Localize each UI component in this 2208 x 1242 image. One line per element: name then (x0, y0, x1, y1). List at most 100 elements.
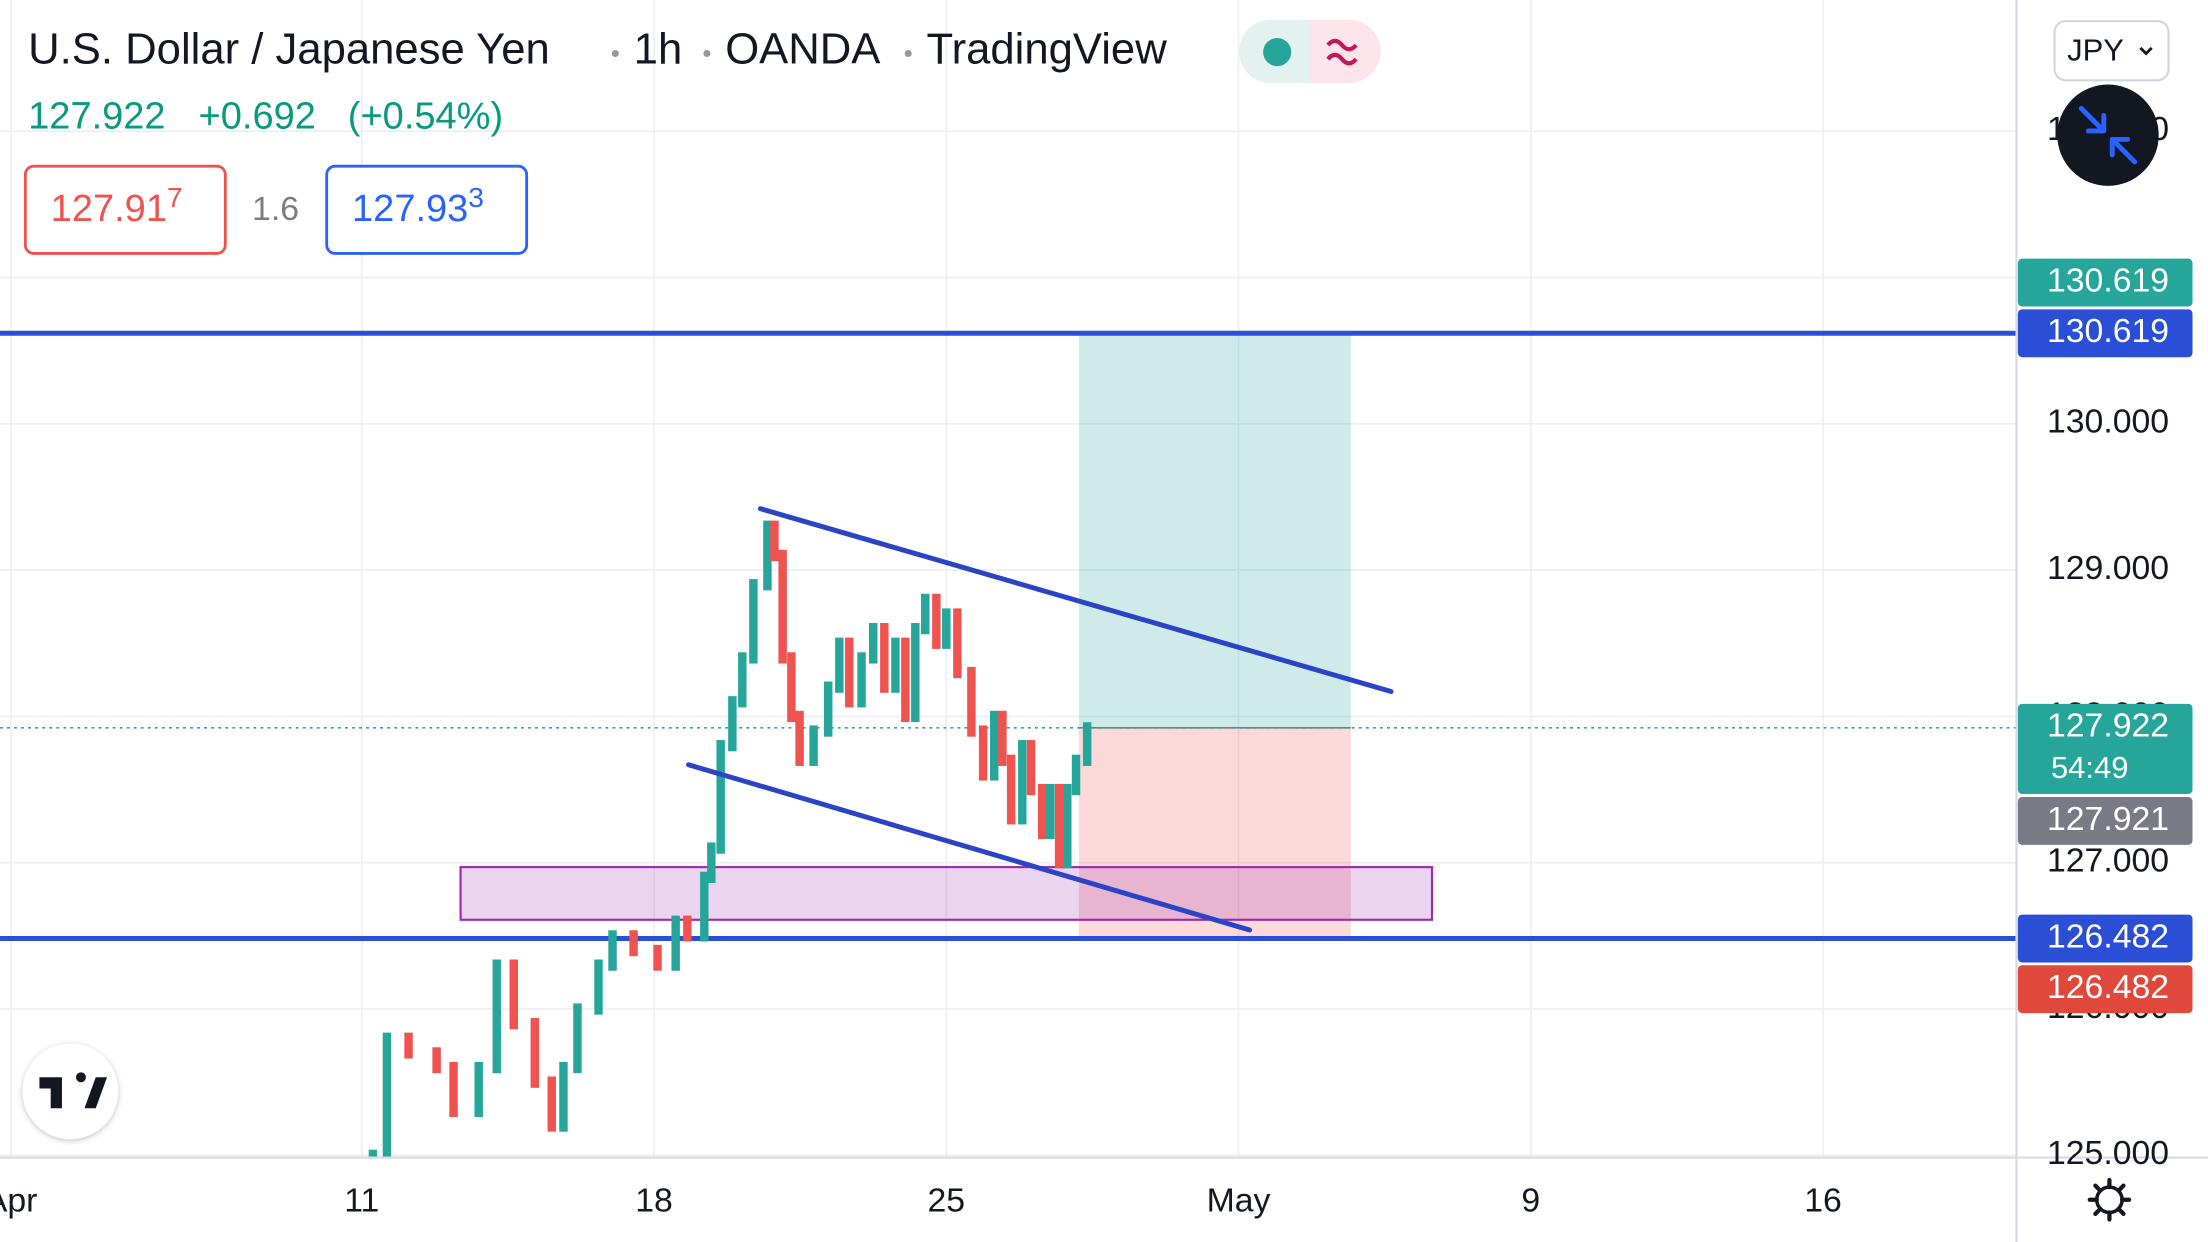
sell-box (23, 164, 227, 255)
x-tick-label: 25 (927, 1181, 965, 1219)
candles (368, 506, 1394, 1158)
candle (1006, 754, 1016, 825)
price-tag (2017, 258, 2193, 307)
candle (707, 842, 716, 883)
candle (404, 1032, 413, 1059)
candle (1063, 783, 1072, 869)
candle (738, 652, 747, 708)
price-tag-label: 130.619 (2047, 261, 2169, 299)
candle (653, 944, 662, 971)
ask-pip: 3 (468, 182, 484, 213)
trend-line (757, 506, 1394, 695)
candle (509, 959, 518, 1030)
x-tick-label: May (1207, 1181, 1271, 1219)
candle (921, 593, 930, 635)
candle (891, 637, 900, 693)
candle (778, 549, 787, 664)
candle (368, 1149, 378, 1158)
bid: 127.91 (51, 188, 167, 230)
candle (932, 593, 941, 649)
logo-mark (39, 1072, 108, 1109)
y-tick-label: 130.000 (2047, 403, 2169, 441)
candle (763, 520, 772, 591)
candle (1026, 740, 1036, 796)
x-tick-label: 16 (1804, 1181, 1842, 1219)
collapse-button[interactable] (2057, 84, 2159, 186)
candle (530, 1018, 540, 1088)
candle (573, 1003, 582, 1074)
delayed-icon (1326, 38, 1358, 66)
broker: OANDA (725, 25, 881, 74)
status-pill[interactable] (1239, 19, 1381, 84)
candle (700, 871, 709, 942)
candle (432, 1047, 441, 1074)
candle (608, 930, 617, 971)
price-tag (2017, 914, 2193, 963)
currency-box (2053, 20, 2170, 82)
x-tick-label: Apr (0, 1181, 37, 1219)
candle (967, 666, 976, 737)
y-tick-label: 125.000 (2047, 1134, 2169, 1172)
tradingview-logo[interactable] (22, 1043, 119, 1140)
x-tick-label: 9 (1521, 1181, 1540, 1219)
price-tag-label: 126.482 (2047, 968, 2169, 1006)
candle (749, 579, 758, 664)
candle (683, 915, 692, 942)
y-tick-label: 129.000 (2047, 549, 2169, 587)
candle (989, 710, 999, 781)
status-pill-right (1309, 19, 1381, 84)
candle (880, 623, 889, 693)
candle (998, 710, 1007, 766)
candle (382, 1032, 392, 1158)
countdown: 54:49 (2051, 750, 2129, 785)
separator (904, 49, 912, 58)
candle (629, 930, 638, 957)
separator (703, 49, 711, 58)
candle (1054, 783, 1064, 869)
market-open-dot (1263, 38, 1292, 67)
price-tag (2017, 309, 2193, 358)
candle (1082, 722, 1092, 766)
x-tick-label: 18 (635, 1181, 673, 1219)
buy-button[interactable]: 127.933 (325, 164, 529, 255)
ask-price: 127.933 (352, 182, 484, 230)
change: +0.692 (199, 95, 316, 137)
candle (559, 1061, 568, 1132)
candle (1046, 783, 1055, 840)
currency-label: JPY (2067, 32, 2124, 67)
candle (594, 959, 603, 1015)
candle (869, 623, 878, 664)
candle (942, 608, 951, 649)
candle (795, 710, 804, 766)
candle (492, 959, 502, 1074)
candle (911, 623, 920, 723)
sell-button[interactable]: 127.917 (23, 164, 227, 255)
x-tick-label: 11 (344, 1181, 379, 1219)
candle (728, 696, 737, 752)
separator (611, 49, 619, 58)
spread: 1.6 (252, 190, 299, 228)
price-tag-label: 126.482 (2047, 917, 2169, 955)
drawings (0, 330, 2017, 941)
last-price: 127.922 (28, 95, 165, 137)
demand-zone (459, 866, 1434, 921)
grid (0, 0, 2017, 1158)
candle (449, 1061, 458, 1118)
settings-button[interactable] (2087, 1177, 2132, 1222)
price-tag-label: 127.921 (2047, 800, 2169, 838)
candle (671, 915, 680, 971)
gear-teeth (2087, 1177, 2132, 1222)
position-profit (1078, 333, 1351, 728)
currency-button[interactable]: JPY (2053, 20, 2170, 82)
price-tag-label: 127.922 (2047, 707, 2169, 745)
price-tag (2017, 796, 2193, 845)
candle (1071, 754, 1081, 796)
change-percent: (+0.54%) (348, 95, 503, 137)
buy-box (325, 164, 529, 255)
price-tag (2017, 965, 2193, 1014)
candle (716, 740, 725, 854)
bid-pip: 7 (167, 182, 183, 213)
price-tag-label: 130.619 (2047, 312, 2169, 350)
